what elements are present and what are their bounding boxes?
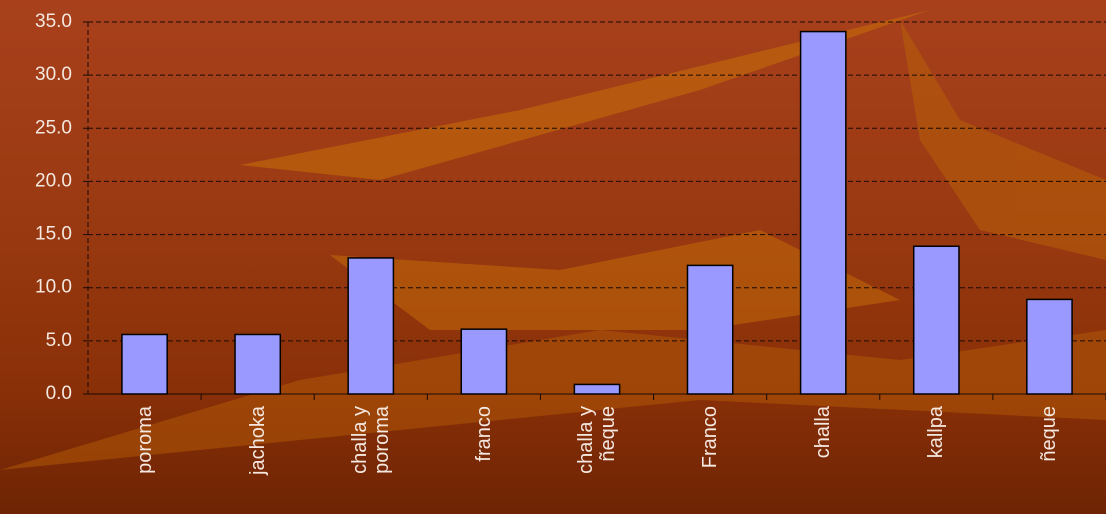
- y-tick-label: 5.0: [46, 330, 72, 351]
- y-tick-label: 10.0: [35, 277, 72, 298]
- y-tick-label: 25.0: [35, 117, 72, 138]
- bar: [347, 257, 395, 395]
- y-tick-label: 0.0: [46, 383, 72, 404]
- x-tick-label: challa y ñeque: [575, 406, 619, 474]
- y-tick-label: 35.0: [35, 11, 72, 32]
- background-decor: [0, 10, 1106, 470]
- x-tick-label: challa: [812, 406, 835, 459]
- bar: [686, 264, 734, 395]
- x-tick-label: franco: [472, 406, 495, 462]
- x-tick-label: challa y poroma: [348, 406, 393, 474]
- bar: [912, 245, 960, 395]
- x-tick-label: kallpa: [925, 406, 948, 459]
- bar: [1026, 298, 1073, 395]
- bar: [799, 30, 847, 395]
- bar: [460, 328, 508, 395]
- bar: [573, 383, 621, 395]
- x-tick-label: ñeque: [1038, 406, 1061, 462]
- bar: [234, 333, 282, 395]
- bar: [121, 333, 168, 395]
- x-tick-label: poroma: [133, 406, 156, 474]
- x-tick-label: jachoka: [246, 406, 269, 475]
- y-tick-label: 15.0: [35, 224, 72, 245]
- y-tick-label: 20.0: [35, 170, 72, 191]
- y-tick-label: 30.0: [35, 64, 72, 85]
- x-tick-label: Franco: [699, 406, 722, 469]
